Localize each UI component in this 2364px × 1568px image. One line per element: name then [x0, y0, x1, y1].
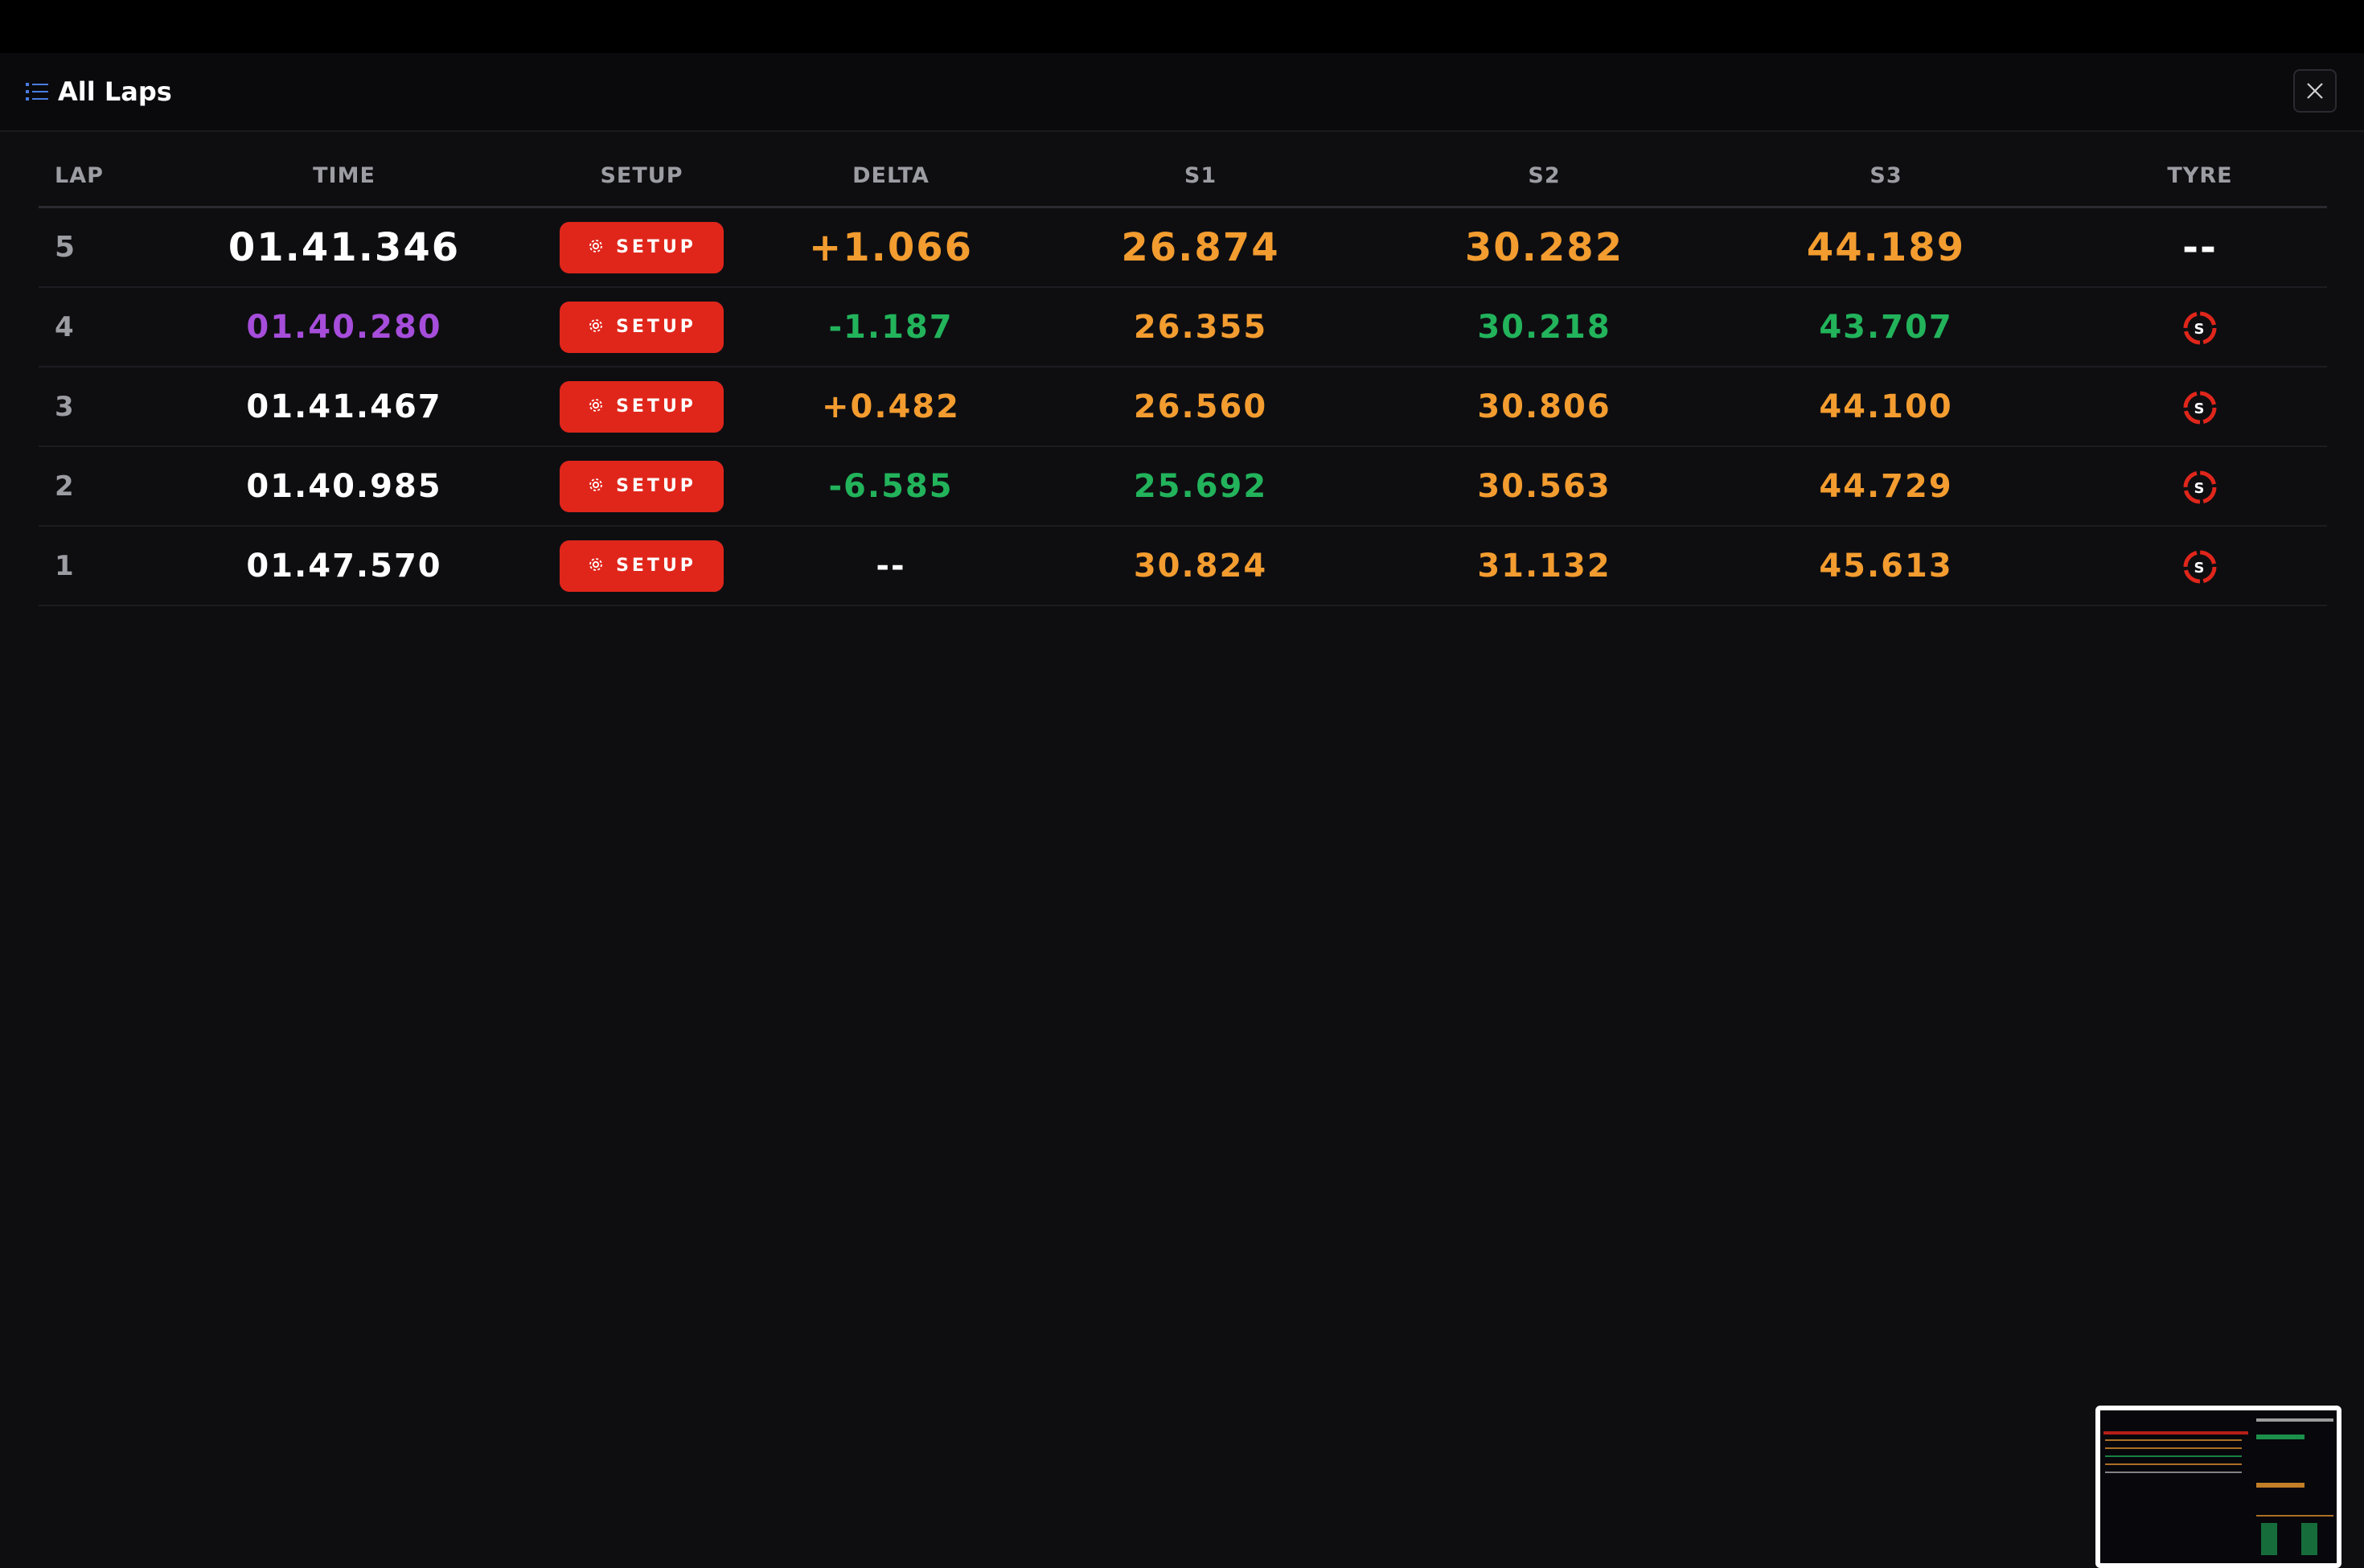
panel-header: All Laps [0, 53, 2364, 132]
all-laps-panel: All Laps LAP TIME SETUP DELTA S1 [0, 53, 2364, 1568]
lap-number: 5 [39, 207, 175, 288]
lap-time: 01.40.280 [175, 287, 513, 367]
tyre-cell: -- [2073, 207, 2327, 288]
sector-2: 30.282 [1389, 207, 1699, 288]
sector-3: 43.707 [1699, 287, 2073, 367]
lap-delta: -1.187 [770, 287, 1012, 367]
panel-title: All Laps [58, 76, 172, 107]
lap-time: 01.47.570 [175, 526, 513, 606]
setup-button[interactable]: SETUP [560, 540, 724, 592]
lap-delta: -6.585 [770, 446, 1012, 527]
tyre-cell: S [2073, 446, 2327, 527]
lap-number: 4 [39, 287, 175, 367]
tyre-cell: S [2073, 287, 2327, 367]
lap-number: 1 [39, 526, 175, 606]
gear-icon [589, 318, 602, 332]
gear-icon [589, 239, 602, 252]
sector-3: 44.100 [1699, 367, 2073, 447]
lap-number: 3 [39, 367, 175, 447]
setup-button[interactable]: SETUP [560, 221, 724, 273]
tyre-cell: S [2073, 367, 2327, 447]
setup-cell: SETUP [513, 526, 770, 606]
column-header-delta: DELTA [770, 145, 1012, 208]
table-row: 5 01.41.346 SETUP +1.066 26.874 30.282 44.189 -… [39, 207, 2327, 288]
sector-2: 31.132 [1389, 526, 1699, 606]
column-header-time: TIME [175, 145, 513, 208]
column-header-tyre: TYRE [2073, 145, 2327, 208]
column-header-s3: S3 [1699, 145, 2073, 208]
sector-3: 44.189 [1699, 207, 2073, 288]
minimap-preview-icon [2100, 1410, 2337, 1563]
setup-button-label: SETUP [616, 555, 696, 576]
sector-1: 26.355 [1012, 287, 1389, 367]
svg-text:S: S [2194, 400, 2206, 417]
lap-number: 2 [39, 446, 175, 527]
setup-button[interactable]: SETUP [560, 380, 724, 433]
top-bar [0, 0, 2364, 53]
soft-tyre-icon: S [2183, 550, 2217, 584]
list-icon [26, 83, 48, 101]
svg-text:S: S [2194, 480, 2206, 497]
sector-2: 30.563 [1389, 446, 1699, 527]
setup-button-label: SETUP [616, 316, 696, 337]
laps-table: LAP TIME SETUP DELTA S1 S2 S3 TYRE 5 01.4… [39, 145, 2327, 606]
table-row: 3 01.41.467 SETUP +0.482 26.560 30.806 44.100 S [39, 367, 2327, 447]
setup-button-label: SETUP [616, 475, 696, 496]
setup-cell: SETUP [513, 446, 770, 527]
sector-1: 26.874 [1012, 207, 1389, 288]
lap-delta: +0.482 [770, 367, 1012, 447]
sector-2: 30.218 [1389, 287, 1699, 367]
lap-delta: -- [770, 526, 1012, 606]
soft-tyre-icon: S [2183, 391, 2217, 425]
sector-2: 30.806 [1389, 367, 1699, 447]
column-header-s1: S1 [1012, 145, 1389, 208]
setup-button[interactable]: SETUP [560, 460, 724, 512]
setup-cell: SETUP [513, 207, 770, 288]
column-header-lap: LAP [39, 145, 175, 208]
soft-tyre-icon: S [2183, 470, 2217, 504]
setup-cell: SETUP [513, 367, 770, 447]
setup-button-label: SETUP [616, 236, 696, 257]
sector-1: 25.692 [1012, 446, 1389, 527]
tyre-empty: -- [2182, 224, 2218, 270]
sector-3: 45.613 [1699, 526, 2073, 606]
soft-tyre-icon: S [2183, 311, 2217, 345]
gear-icon [589, 398, 602, 412]
column-header-setup: SETUP [513, 145, 770, 208]
lap-time: 01.41.346 [175, 207, 513, 288]
lap-time: 01.40.985 [175, 446, 513, 527]
lap-time: 01.41.467 [175, 367, 513, 447]
close-button[interactable] [2293, 69, 2337, 113]
gear-icon [589, 478, 602, 491]
close-icon [2307, 83, 2323, 99]
gear-icon [589, 557, 602, 571]
table-row: 2 01.40.985 SETUP -6.585 25.692 30.563 44.729 S [39, 446, 2327, 527]
sector-1: 26.560 [1012, 367, 1389, 447]
table-header-row: LAP TIME SETUP DELTA S1 S2 S3 TYRE [39, 145, 2327, 208]
column-header-s2: S2 [1389, 145, 1699, 208]
setup-cell: SETUP [513, 287, 770, 367]
minimap-thumbnail[interactable] [2095, 1406, 2341, 1568]
sector-1: 30.824 [1012, 526, 1389, 606]
svg-text:S: S [2194, 560, 2206, 577]
table-row: 1 01.47.570 SETUP -- 30.824 31.132 45.613 S [39, 526, 2327, 606]
table-row: 4 01.40.280 SETUP -1.187 26.355 30.218 43.707 S [39, 287, 2327, 367]
svg-text:S: S [2194, 321, 2206, 338]
setup-button[interactable]: SETUP [560, 301, 724, 353]
sector-3: 44.729 [1699, 446, 2073, 527]
lap-delta: +1.066 [770, 207, 1012, 288]
setup-button-label: SETUP [616, 396, 696, 417]
tyre-cell: S [2073, 526, 2327, 606]
